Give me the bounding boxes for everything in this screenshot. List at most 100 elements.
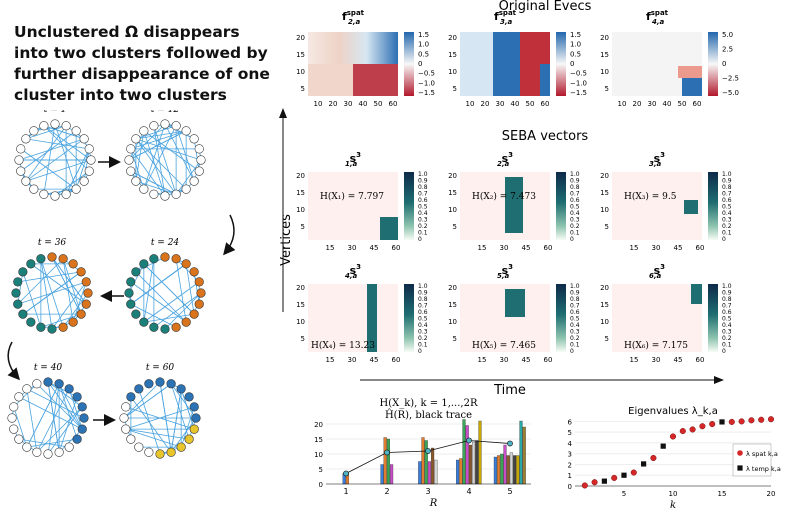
graph-edge [125, 428, 190, 440]
graph-node [184, 392, 194, 402]
graph-node [155, 377, 165, 387]
colorbar-tick: 0 [570, 348, 574, 355]
eigenvalue-point-spat [767, 416, 775, 423]
eigenvalue-point-spat [679, 428, 686, 435]
graph-node [13, 277, 23, 287]
y-tick-label: 10 [296, 68, 305, 76]
graph-node [77, 402, 87, 412]
colorbar-tick: 0.7 [418, 191, 428, 198]
graph-node [171, 254, 181, 264]
graph-node [124, 288, 134, 298]
entropy-label: H(X₆) = 7.175 [624, 340, 688, 351]
graph-node [134, 442, 144, 452]
graph-edge [54, 123, 77, 190]
graph-edge [164, 292, 202, 330]
x-tick-label: 60 [392, 356, 401, 364]
x-axis-label: k [670, 500, 676, 511]
graph-node [181, 126, 191, 136]
colorbar-tick: 0 [418, 348, 422, 355]
graph-time-label: t = 1 [44, 110, 67, 115]
colorbar-tick: 0.8 [722, 296, 732, 303]
y-tick-label: 10 [600, 318, 609, 326]
graph-edge [26, 388, 85, 419]
graph-edge [143, 258, 155, 323]
colorbar-tick: 0.3 [722, 329, 732, 336]
colorbar-tick: 0.6 [722, 197, 732, 204]
seba-panel-title: s3 2,a [497, 151, 513, 168]
eigenvalue-point-spat [650, 454, 657, 462]
graph-edge [75, 148, 90, 190]
colorbar-tick: 0.2 [570, 223, 580, 230]
x-tick-label: 60 [392, 244, 401, 252]
colorbar-tick: 0.7 [722, 303, 732, 310]
colorbar-tick: 0.3 [418, 217, 428, 224]
graph-node [131, 134, 141, 144]
heatmap-region [308, 32, 398, 64]
x-tick-label: 3 [425, 487, 430, 496]
graph-time-label: t = 12 [151, 110, 180, 115]
graph-node [81, 299, 91, 309]
graph-node [160, 252, 170, 262]
colorbar-tick: 0.2 [418, 335, 428, 342]
seba-panel-title: s3 5,a [497, 263, 513, 280]
x-tick-label: 60 [696, 244, 705, 252]
original-evecs-title: Original Evecs [499, 0, 592, 14]
graph-edge [143, 130, 200, 172]
x-tick-label: 15 [478, 244, 487, 252]
entropy-label: H(X₂) = 7.473 [472, 191, 536, 202]
x-tick-label: 60 [541, 100, 550, 108]
y-tick-label: 5 [605, 85, 609, 93]
bar [380, 464, 384, 485]
graph-node [160, 119, 170, 129]
eigenvalue-scatter: Eigenvalues λ_k,a 0 1 2 3 4 5 6 5 10 15 20 λ spat k,… [568, 406, 781, 511]
bar [456, 459, 460, 485]
entropy-label: H(X₁) = 7.797 [320, 191, 384, 202]
colorbar-tick: 0.7 [722, 191, 732, 198]
x-tick-label: 40 [359, 100, 368, 108]
colorbar-tick: 0.8 [570, 184, 580, 191]
heatmap-region [493, 32, 520, 96]
graph-edge [47, 381, 83, 430]
trace-point [507, 440, 513, 447]
graph-edge [130, 263, 187, 305]
seba-panel-title: s3 1,a [345, 151, 361, 168]
graph-node [43, 377, 53, 387]
x-tick-label: 15 [718, 490, 727, 498]
x-tick-label: 45 [674, 356, 683, 364]
y-tick-label: 5 [301, 223, 305, 231]
x-tick-label: 15 [326, 356, 335, 364]
colorbar-tick: 1.5 [570, 31, 581, 39]
heatmap-region [308, 284, 398, 352]
graph-node [18, 309, 28, 319]
seba-heatmap: s3 3,a H(X₃) = 9.5 20 15 10 5 15 30 45 60 1.00.90.8… [600, 151, 732, 252]
graph-edge [175, 159, 202, 195]
graph-edge [135, 138, 187, 190]
graph-node [171, 189, 181, 199]
y-tick-label: 15 [296, 301, 305, 309]
x-tick-label: 20 [481, 100, 490, 108]
graph-edge [17, 258, 64, 305]
colorbar-tick: 0.9 [722, 290, 732, 297]
evec-panel-title: fspat 3,a [494, 9, 517, 26]
graph-edge [143, 125, 177, 190]
graph-edge [175, 258, 187, 323]
graph-node [126, 434, 136, 444]
graph-edge [128, 130, 187, 161]
x-tick-label: 60 [544, 356, 553, 364]
graph-edge [18, 396, 83, 430]
graph-node [121, 402, 131, 412]
colorbar-tick: 1.0 [418, 283, 428, 290]
graph-node [189, 176, 199, 186]
y-tick-label: 5 [453, 223, 457, 231]
graph-edge [135, 138, 177, 195]
graph-node [11, 288, 21, 298]
colorbar-tick: 0.4 [418, 322, 428, 329]
graph-node [160, 324, 170, 334]
graph-edge [47, 381, 83, 408]
bar [383, 437, 387, 485]
graph-edge [22, 271, 42, 328]
colorbar-tick: 0 [418, 60, 422, 68]
colorbar-tick: 0.5 [418, 50, 429, 58]
trace-point [425, 448, 431, 454]
network-graph: t = 60 [119, 363, 201, 459]
